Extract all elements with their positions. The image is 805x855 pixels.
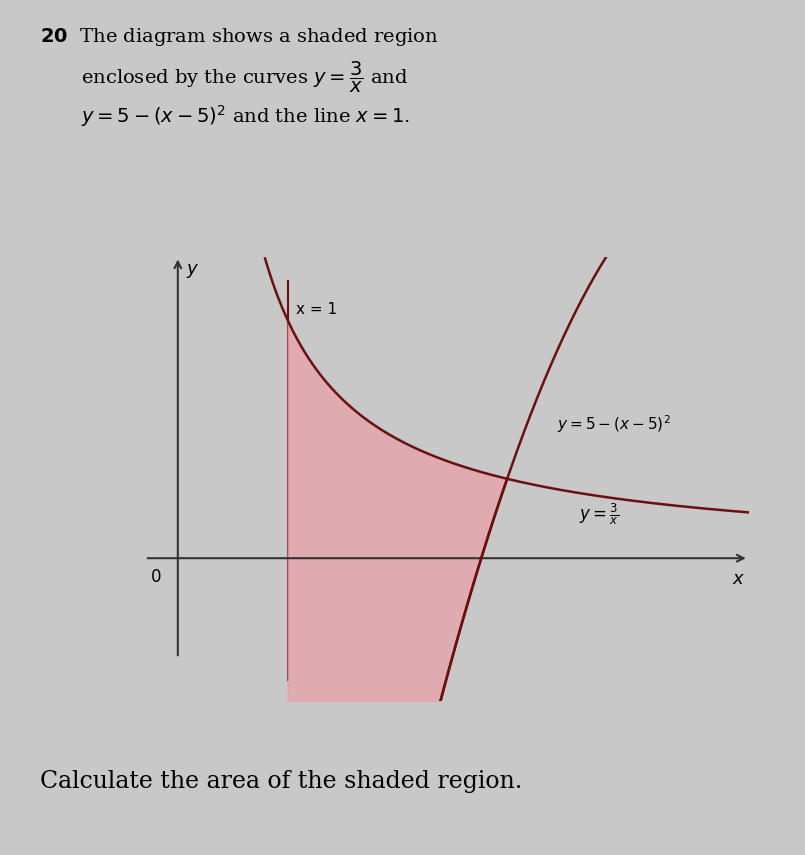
- Text: x: x: [733, 570, 743, 588]
- Text: y: y: [187, 261, 197, 279]
- Text: enclosed by the curves $y = \dfrac{3}{x}$ and: enclosed by the curves $y = \dfrac{3}{x}…: [80, 60, 408, 95]
- Text: $\mathbf{20}$  The diagram shows a shaded region: $\mathbf{20}$ The diagram shows a shaded…: [40, 26, 439, 48]
- Text: x = 1: x = 1: [296, 302, 337, 316]
- Text: 0: 0: [151, 568, 161, 586]
- Text: $y = \frac{3}{x}$: $y = \frac{3}{x}$: [579, 502, 618, 528]
- Text: $y = 5-(x-5)^2$: $y = 5-(x-5)^2$: [556, 414, 671, 435]
- Text: Calculate the area of the shaded region.: Calculate the area of the shaded region.: [40, 770, 522, 793]
- Text: $y = 5-(x-5)^2$ and the line $x = 1$.: $y = 5-(x-5)^2$ and the line $x = 1$.: [80, 103, 410, 128]
